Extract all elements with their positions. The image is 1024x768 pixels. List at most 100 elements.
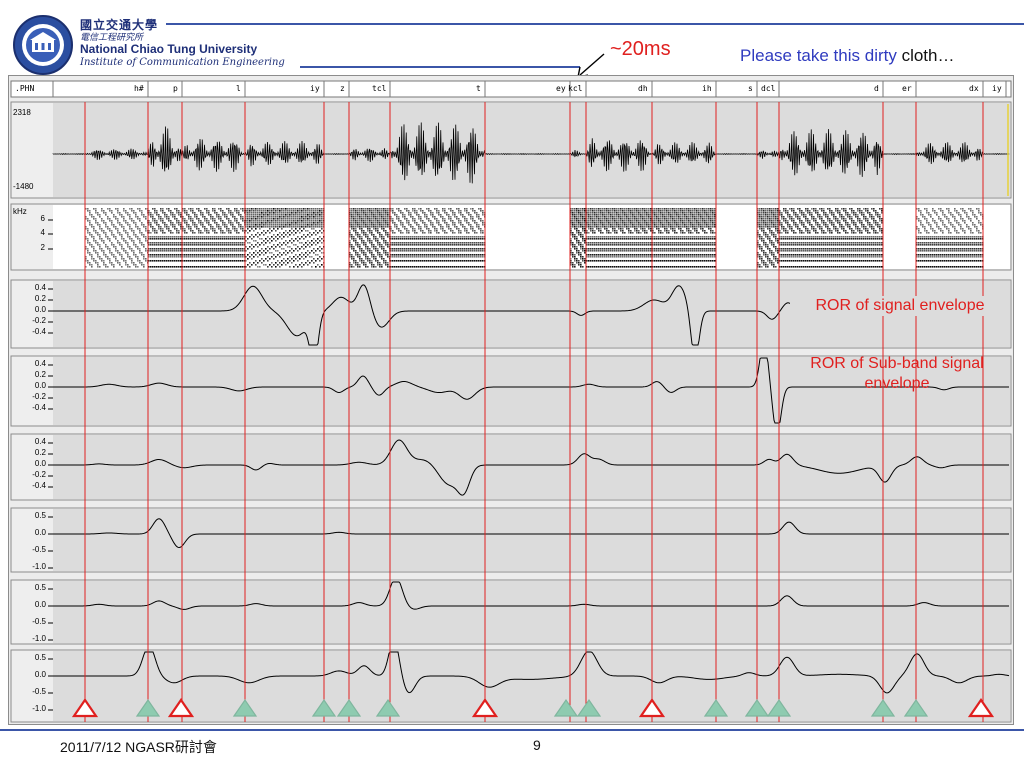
phone-label: ih	[702, 84, 712, 93]
panel-tick-label: -0.4	[32, 403, 46, 412]
panel-tick-label: 0.0	[34, 670, 46, 679]
detected-boundary-marker	[336, 698, 362, 717]
detected-boundary-marker	[766, 698, 792, 717]
panel-tick-label: 0.4	[34, 359, 46, 368]
panel-tick-label: 0.2	[34, 448, 46, 457]
panel-tick-label: -0.5	[32, 545, 46, 554]
phone-label: z	[340, 84, 345, 93]
panel-tick-label: -1.0	[32, 634, 46, 643]
panel-tick-label: -0.5	[32, 687, 46, 696]
panel-tick-label: -0.2	[32, 470, 46, 479]
header-rule-top	[166, 23, 1024, 25]
phone-label: dh	[638, 84, 648, 93]
missed-boundary-marker	[71, 698, 99, 718]
phone-label: h#	[134, 84, 144, 93]
panel-plot-area[interactable]	[53, 651, 1010, 721]
detected-boundary-marker	[311, 698, 337, 717]
ror-trace	[53, 518, 1009, 549]
phone-tier[interactable]	[10, 80, 1012, 98]
ror-trace	[53, 439, 1009, 496]
panel-tick-label: -0.4	[32, 327, 46, 336]
detected-boundary-marker	[576, 698, 602, 717]
spectrogram-tick-label: 6	[40, 214, 45, 223]
panel-tick-label: 0.0	[34, 528, 46, 537]
waveform-axis-min: -1480	[13, 182, 34, 191]
panel-tick-label: -0.2	[32, 316, 46, 325]
panel-tick-label: 0.2	[34, 370, 46, 379]
spectrogram-tick-label: 4	[40, 228, 45, 237]
detected-boundary-marker	[553, 698, 579, 717]
phone-label: s	[748, 84, 753, 93]
missed-boundary-marker	[638, 698, 666, 718]
detected-boundary-marker	[870, 698, 896, 717]
panel-tick-label: -0.2	[32, 392, 46, 401]
detected-boundary-marker	[375, 698, 401, 717]
phone-label: t	[476, 84, 481, 93]
detected-boundary-marker	[744, 698, 770, 717]
panel-tick-label: 0.0	[34, 600, 46, 609]
detected-boundary-marker	[703, 698, 729, 717]
waveform-axis-max: 2318	[13, 108, 31, 117]
panel-tick-label: 0.4	[34, 437, 46, 446]
wave-analysis-window[interactable]: .PHN h# p l iy z tcl t ey kcl dh ih s dcl d er dx iy 2318 -…	[8, 75, 1014, 725]
page-number: 9	[533, 737, 541, 753]
missed-boundary-marker	[471, 698, 499, 718]
panel-tick-label: -1.0	[32, 704, 46, 713]
phone-label: iy	[992, 84, 1002, 93]
detected-boundary-marker	[135, 698, 161, 717]
phone-label: er	[902, 84, 912, 93]
missed-boundary-marker	[967, 698, 995, 718]
footer-rule	[0, 729, 1024, 731]
utterance-text-part2: cloth…	[901, 46, 955, 65]
phone-label: kcl	[568, 84, 583, 93]
ror-trace	[53, 581, 1009, 610]
panel-tick-label: 0.5	[34, 653, 46, 662]
detected-boundary-marker	[232, 698, 258, 717]
ror-trace	[53, 651, 1010, 694]
phone-label: dcl	[761, 84, 776, 93]
missed-boundary-marker	[167, 698, 195, 718]
panel-tick-label: 0.0	[34, 305, 46, 314]
panel-tick-label: -0.4	[32, 481, 46, 490]
duration-annotation: ~20ms	[610, 38, 671, 60]
footer-date-event: 2011/7/12 NGASR研討會	[60, 739, 217, 755]
panel-tick-label: 0.4	[34, 283, 46, 292]
panel-plot-area[interactable]	[53, 581, 1010, 643]
panel-plot-area[interactable]	[53, 509, 1010, 571]
phone-label: l	[236, 84, 241, 93]
university-name-zh: 國立交通大學	[80, 18, 159, 32]
spectrogram-tick-label: 2	[40, 243, 45, 252]
panel-plot-area[interactable]	[53, 435, 1010, 499]
analysis-canvas[interactable]	[9, 76, 1015, 726]
tier-label: .PHN	[15, 84, 35, 93]
phone-label: dx	[969, 84, 979, 93]
panel-tick-label: 0.5	[34, 583, 46, 592]
header-rule-bottom	[300, 66, 580, 68]
panel-plot-area[interactable]	[53, 357, 1010, 425]
spectrogram-axis-unit: kHz	[13, 207, 27, 216]
panel-tick-label: -1.0	[32, 562, 46, 571]
detected-boundary-marker	[903, 698, 929, 717]
institute-name-en: Institute of Communication Engineering	[80, 57, 285, 68]
utterance-text: Please take this dirty cloth…	[740, 46, 955, 66]
university-logo	[13, 15, 73, 75]
panel-tick-label: -0.5	[32, 617, 46, 626]
institute-name-zh: 電信工程研究所	[80, 33, 144, 43]
university-name-en: National Chiao Tung University	[80, 42, 258, 56]
phone-label: iy	[310, 84, 320, 93]
note-signal-envelope: ROR of signal envelope	[790, 296, 1010, 316]
slide-header: 國立交通大學 電信工程研究所 National Chiao Tung Unive…	[0, 0, 1024, 76]
phone-label: p	[173, 84, 178, 93]
note-subband-envelope: ROR of Sub-band signal envelope	[810, 355, 984, 392]
phone-label: d	[874, 84, 879, 93]
panel-tick-label: 0.2	[34, 294, 46, 303]
panel-tick-label: 0.0	[34, 381, 46, 390]
panel-tick-label: 0.5	[34, 511, 46, 520]
spectrogram-image	[85, 208, 984, 268]
waveform-trace	[52, 122, 1010, 184]
panel-tick-label: 0.0	[34, 459, 46, 468]
ror-trace	[53, 357, 1009, 424]
utterance-text-part1: Please take this dirty	[740, 46, 902, 65]
phone-label: ey	[556, 84, 566, 93]
phone-label: tcl	[372, 84, 387, 93]
